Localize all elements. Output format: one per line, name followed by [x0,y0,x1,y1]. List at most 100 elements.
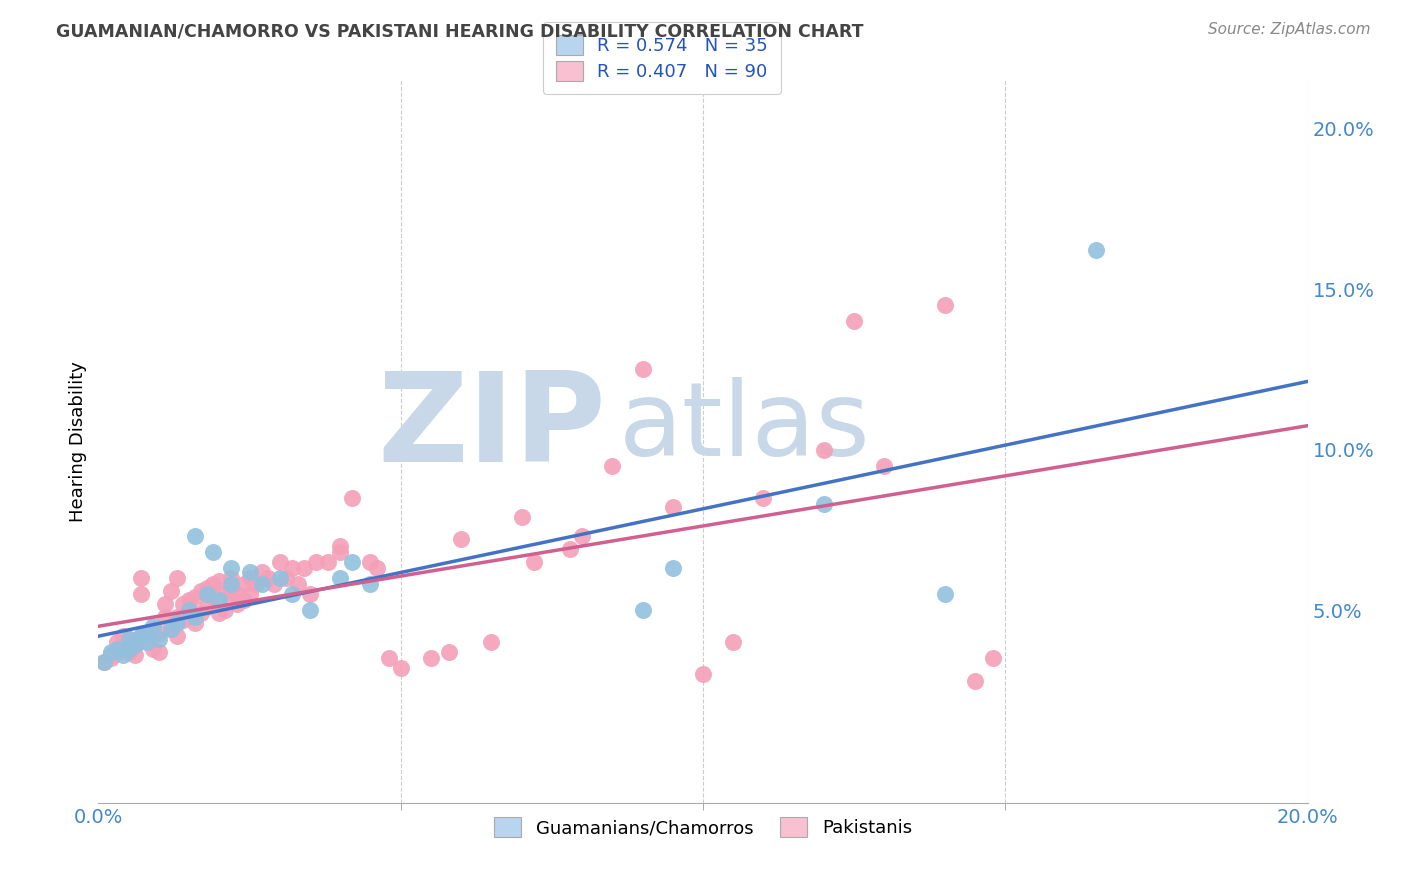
Point [195,581,218,595]
Point [602,458,624,473]
Point [360,555,382,569]
Point [214,587,236,601]
Point [360,577,382,591]
Point [450,533,472,547]
Point [934,587,956,601]
Point [481,635,503,649]
Legend: Guamanians/Chamorros, Pakistanis: Guamanians/Chamorros, Pakistanis [486,810,920,845]
Point [111,641,134,656]
Point [558,542,581,557]
Point [172,597,194,611]
Point [195,599,218,614]
Point [179,603,201,617]
Point [118,632,141,646]
Point [142,641,165,656]
Point [208,607,231,621]
Point [202,577,225,591]
Point [111,629,134,643]
Point [148,645,170,659]
Point [250,577,273,591]
Point [105,645,128,659]
Point [256,571,278,585]
Point [965,673,987,688]
Point [184,529,207,543]
Point [437,645,460,659]
Point [105,641,128,656]
Point [221,561,243,575]
Point [214,603,236,617]
Point [111,648,134,662]
Point [190,607,212,621]
Point [129,587,152,601]
Point [179,593,201,607]
Point [202,545,225,559]
Point [263,577,285,591]
Point [389,661,412,675]
Point [160,623,183,637]
Point [166,609,188,624]
Point [292,561,315,575]
Point [148,632,170,646]
Point [329,571,352,585]
Point [377,651,399,665]
Point [166,571,188,585]
Point [299,587,322,601]
Point [281,587,304,601]
Point [202,591,225,605]
Text: Source: ZipAtlas.com: Source: ZipAtlas.com [1208,22,1371,37]
Point [184,591,207,605]
Point [752,491,775,505]
Point [124,639,146,653]
Point [221,571,243,585]
Point [239,587,262,601]
Point [873,458,896,473]
Point [190,583,212,598]
Point [118,645,141,659]
Point [100,645,122,659]
Point [844,314,866,328]
Point [934,298,956,312]
Point [100,648,122,662]
Point [420,651,443,665]
Point [329,545,352,559]
Point [239,565,262,579]
Y-axis label: Hearing Disability: Hearing Disability [69,361,87,522]
Point [179,603,201,617]
Point [269,571,291,585]
Point [342,555,364,569]
Point [631,362,654,376]
Point [166,629,188,643]
Point [299,603,322,617]
Point [166,615,188,630]
Point [281,561,304,575]
Point [571,529,593,543]
Point [226,587,249,601]
Point [239,571,262,585]
Point [105,635,128,649]
Point [142,619,165,633]
Point [135,635,157,649]
Point [142,623,165,637]
Point [93,655,115,669]
Point [1085,244,1108,258]
Text: GUAMANIAN/CHAMORRO VS PAKISTANI HEARING DISABILITY CORRELATION CHART: GUAMANIAN/CHAMORRO VS PAKISTANI HEARING … [56,22,863,40]
Point [195,587,218,601]
Point [723,635,745,649]
Point [129,629,152,643]
Point [342,491,364,505]
Point [661,500,683,515]
Point [221,577,243,591]
Point [93,655,115,669]
Point [692,667,714,681]
Point [287,577,309,591]
Point [226,597,249,611]
Point [129,629,152,643]
Point [329,539,352,553]
Point [366,561,388,575]
Point [135,625,157,640]
Point [523,555,546,569]
Point [813,442,835,457]
Point [153,597,176,611]
Point [813,497,835,511]
Point [316,555,339,569]
